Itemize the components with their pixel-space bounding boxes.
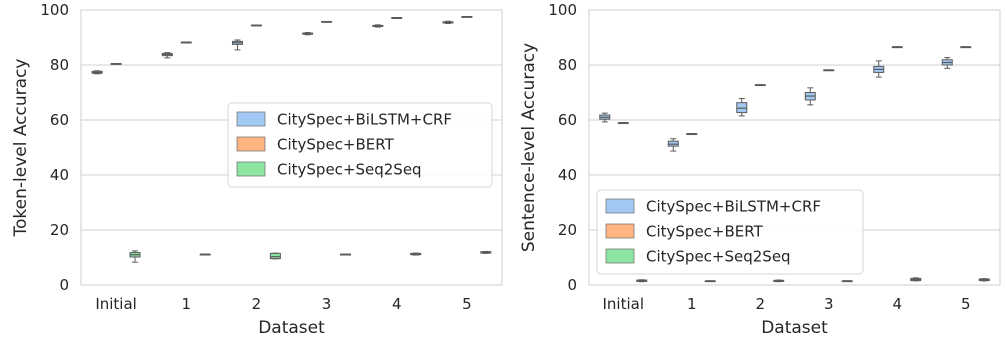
y-tick-label: 100 bbox=[548, 1, 577, 19]
y-tick-label: 80 bbox=[50, 56, 69, 74]
x-tick-label: 4 bbox=[392, 295, 402, 313]
legend-swatch bbox=[605, 223, 635, 239]
box-cityspec-bilstm-crf-3 bbox=[302, 32, 314, 36]
box-cityspec-seq2seq-2 bbox=[773, 279, 785, 283]
box-cityspec-bilstm-crf-1 bbox=[667, 138, 679, 152]
x-tick-label: 2 bbox=[252, 295, 262, 313]
y-tick-label: 40 bbox=[558, 166, 577, 184]
x-tick-label: 1 bbox=[181, 295, 191, 313]
x-tick-label: 3 bbox=[824, 295, 834, 313]
box-cityspec-seq2seq-3 bbox=[340, 253, 352, 256]
box-cityspec-seq2seq-2 bbox=[269, 252, 281, 260]
box-cityspec-seq2seq-4 bbox=[410, 252, 422, 256]
box-cityspec-bilstm-crf-4 bbox=[372, 24, 384, 28]
x-tick-label: 2 bbox=[755, 295, 765, 313]
legend-swatch bbox=[236, 111, 266, 127]
box-cityspec-bert-4 bbox=[391, 17, 403, 20]
chart-panel-1: 0 20 40 60 80 100 Initial 1 2 3 4 5 Dataset Token-lev… bbox=[11, 1, 503, 338]
plot-frame bbox=[80, 9, 503, 286]
y-tick-label: 60 bbox=[50, 111, 69, 129]
legend-entry: CitySpec+BiLSTM+CRF bbox=[646, 198, 821, 216]
legend-frame bbox=[227, 102, 493, 188]
box-cityspec-bert-3 bbox=[321, 20, 333, 23]
plot-frame bbox=[588, 9, 1001, 286]
chart-panel-2: 0 20 40 60 80 100 Initial 1 2 3 4 5 Dataset Sentence-… bbox=[519, 1, 1001, 338]
legend-swatch bbox=[236, 136, 266, 152]
legend-swatch bbox=[605, 248, 635, 264]
box-cityspec-bert-2 bbox=[754, 84, 766, 87]
y-tick-label: 100 bbox=[40, 1, 69, 19]
box-cityspec-seq2seq-Initial bbox=[129, 250, 141, 263]
legend-entry: CitySpec+BERT bbox=[646, 223, 764, 241]
box-cityspec-seq2seq-1 bbox=[199, 253, 211, 256]
box-cityspec-bert-1 bbox=[686, 133, 698, 136]
x-axis-label: Dataset bbox=[258, 318, 325, 338]
x-axis-label: Dataset bbox=[761, 318, 828, 338]
box-cityspec-bert-3 bbox=[823, 69, 835, 72]
legend-entry: CitySpec+Seq2Seq bbox=[277, 161, 422, 179]
legend-entry: CitySpec+Seq2Seq bbox=[646, 248, 791, 266]
legend-entry: CitySpec+BiLSTM+CRF bbox=[277, 111, 452, 129]
box-cityspec-bert-Initial bbox=[110, 63, 122, 65]
legend-swatch bbox=[605, 198, 635, 214]
legend: CitySpec+BiLSTM+CRF CitySpec+BERT CitySpec… bbox=[596, 189, 864, 275]
box-cityspec-bilstm-crf-5 bbox=[442, 20, 454, 24]
x-tick-label: 5 bbox=[961, 295, 971, 313]
box-cityspec-bilstm-crf-4 bbox=[873, 60, 885, 78]
box-cityspec-bert-5 bbox=[461, 16, 473, 18]
box-cityspec-seq2seq-1 bbox=[704, 280, 716, 283]
y-tick-label: 80 bbox=[558, 56, 577, 74]
x-tick-label: 4 bbox=[892, 295, 902, 313]
y-tick-label: 40 bbox=[50, 166, 69, 184]
x-tick-label: 3 bbox=[322, 295, 332, 313]
x-tick-label: Initial bbox=[602, 295, 644, 313]
y-tick-label: 0 bbox=[567, 276, 577, 294]
box-body bbox=[269, 252, 281, 260]
box-cityspec-bert-Initial bbox=[617, 122, 629, 125]
y-tick-label: 0 bbox=[59, 276, 69, 294]
box-cityspec-bilstm-crf-2 bbox=[231, 39, 243, 51]
box-cityspec-bilstm-crf-Initial bbox=[91, 70, 103, 75]
box-cityspec-seq2seq-3 bbox=[841, 280, 853, 283]
legend-swatch bbox=[236, 161, 266, 177]
box-cityspec-bilstm-crf-5 bbox=[941, 57, 953, 69]
box-cityspec-bilstm-crf-Initial bbox=[599, 112, 611, 123]
y-tick-label: 20 bbox=[558, 221, 577, 239]
box-cityspec-bilstm-crf-1 bbox=[161, 52, 173, 59]
box-cityspec-bert-5 bbox=[960, 46, 972, 49]
y-tick-label: 20 bbox=[50, 221, 69, 239]
y-axis-label: Token-level Accuracy bbox=[11, 59, 31, 238]
x-tick-label: Initial bbox=[95, 295, 137, 313]
box-cityspec-seq2seq-5 bbox=[480, 250, 492, 254]
box-cityspec-seq2seq-Initial bbox=[636, 279, 648, 283]
box-cityspec-bert-2 bbox=[250, 24, 262, 27]
y-axis-label: Sentence-level Accuracy bbox=[519, 43, 539, 252]
box-cityspec-bert-1 bbox=[180, 41, 192, 44]
legend-frame bbox=[596, 189, 864, 275]
box-cityspec-bert-4 bbox=[891, 46, 903, 49]
x-tick-label: 5 bbox=[462, 295, 472, 313]
legend-entry: CitySpec+BERT bbox=[277, 136, 395, 154]
box-cityspec-bilstm-crf-2 bbox=[736, 98, 748, 117]
box-cityspec-bilstm-crf-3 bbox=[804, 87, 816, 106]
x-tick-label: 1 bbox=[687, 295, 697, 313]
legend: CitySpec+BiLSTM+CRF CitySpec+BERT CitySpec… bbox=[227, 102, 493, 188]
box-cityspec-seq2seq-5 bbox=[978, 278, 990, 282]
box-cityspec-seq2seq-4 bbox=[910, 277, 922, 282]
y-tick-label: 60 bbox=[558, 111, 577, 129]
